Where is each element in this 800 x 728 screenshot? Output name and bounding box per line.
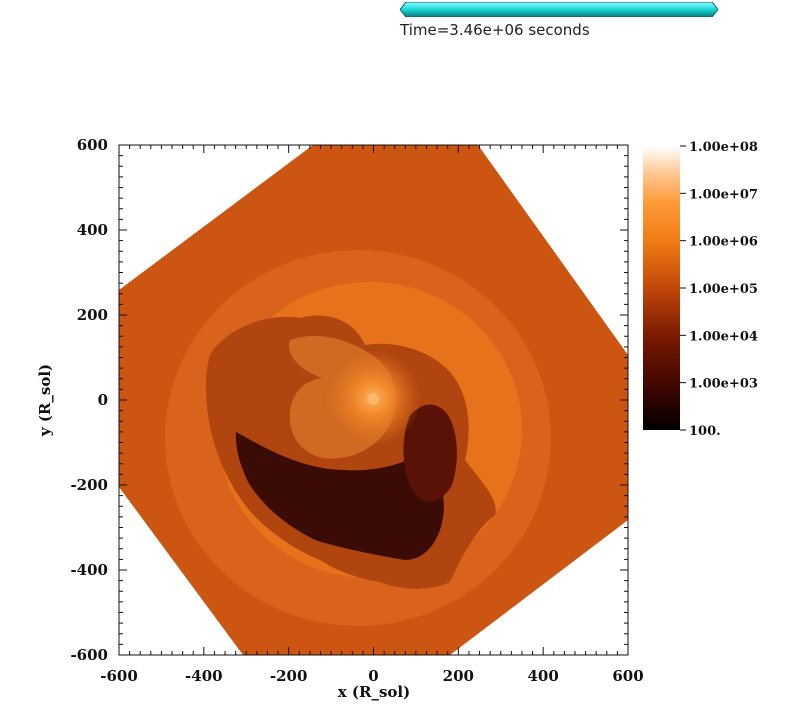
- y-tick-label: 0: [98, 391, 108, 409]
- y-tick-label: -200: [70, 476, 108, 494]
- y-tick-label: 600: [77, 136, 108, 154]
- x-tick-label: -200: [270, 667, 308, 685]
- colorbar-tick-label: 1.00e+04: [689, 329, 758, 344]
- x-tick-label: 0: [368, 667, 378, 685]
- x-axis-label: x (R_sol): [338, 683, 410, 701]
- y-tick-label: 400: [77, 221, 108, 239]
- x-axis-tick-labels: -600 -400 -200 0 200 400 600: [100, 667, 643, 685]
- colorbar-tick-label: 1.00e+08: [689, 140, 758, 155]
- y-axis-tick-labels: -600 -400 -200 0 200 400 600: [70, 136, 108, 664]
- colorbar-tick-label: 1.00e+03: [689, 377, 758, 392]
- x-tick-label: -400: [185, 667, 223, 685]
- colorbar-tick-labels: 1.00e+08 1.00e+07 1.00e+06 1.00e+05 1.00e+04…: [689, 140, 758, 439]
- density-field: [119, 145, 628, 655]
- colorbar-ticks: [680, 145, 686, 431]
- x-tick-label: 200: [443, 667, 474, 685]
- x-tick-label: 600: [612, 667, 643, 685]
- time-annotation: Time=3.46e+06 seconds: [400, 21, 590, 39]
- x-tick-label: 400: [528, 667, 559, 685]
- y-axis-ticks: [119, 144, 628, 656]
- y-tick-label: -600: [70, 646, 108, 664]
- cavity-region: [235, 432, 444, 560]
- x-tick-label: -600: [100, 667, 138, 685]
- x-axis-ticks: [118, 145, 629, 655]
- colorbar-tick-label: 1.00e+05: [689, 282, 758, 297]
- colorbar-tick-label: 100.: [689, 424, 721, 439]
- time-progress-bar: [400, 2, 718, 17]
- y-tick-label: 200: [77, 306, 108, 324]
- y-tick-label: -400: [70, 561, 108, 579]
- colorbar-tick-label: 1.00e+07: [689, 187, 758, 202]
- cavity-region-right: [403, 404, 457, 502]
- core-center: [367, 393, 379, 405]
- y-axis-label: y (R_sol): [36, 364, 54, 437]
- colorbar: [643, 146, 680, 430]
- colorbar-tick-label: 1.00e+06: [689, 235, 758, 250]
